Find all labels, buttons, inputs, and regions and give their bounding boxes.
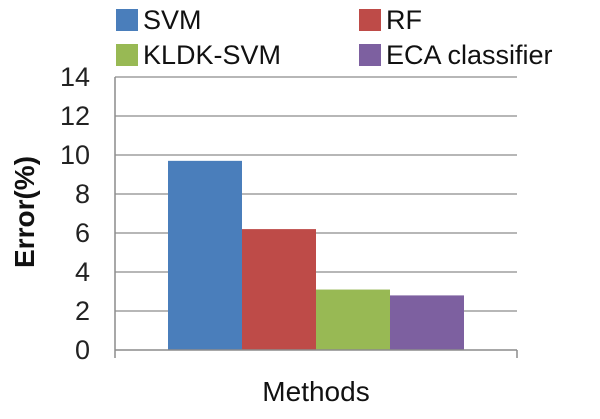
y-tick-label: 6 [75,218,90,248]
legend-swatch-kldk-svm [116,44,138,66]
legend: SVM RF KLDK-SVM ECA classifier [116,5,553,70]
legend-label-eca-classifier: ECA classifier [386,40,553,70]
y-tick-label: 0 [75,335,90,365]
bar-eca-classifier [390,295,464,350]
bar-kldk-svm [316,289,390,350]
y-tick-label: 12 [60,101,90,131]
y-axis-label: Error(%) [9,156,40,268]
legend-label-rf: RF [386,5,422,35]
legend-swatch-svm [116,9,138,31]
y-tick-labels: 0 2 4 6 8 10 12 14 [60,62,90,365]
y-tick-label: 10 [60,140,90,170]
legend-label-svm: SVM [143,5,202,35]
y-tick-label: 2 [75,296,90,326]
legend-swatch-eca-classifier [359,44,381,66]
bars [168,160,464,350]
legend-swatch-rf [359,9,381,31]
x-axis-label: Methods [262,376,369,407]
bar-rf [242,229,316,350]
axes [114,77,518,358]
bar-svm [168,160,242,350]
y-tick-label: 14 [60,62,90,92]
legend-label-kldk-svm: KLDK-SVM [143,40,281,70]
y-tick-label: 4 [75,257,90,287]
y-tick-label: 8 [75,179,90,209]
